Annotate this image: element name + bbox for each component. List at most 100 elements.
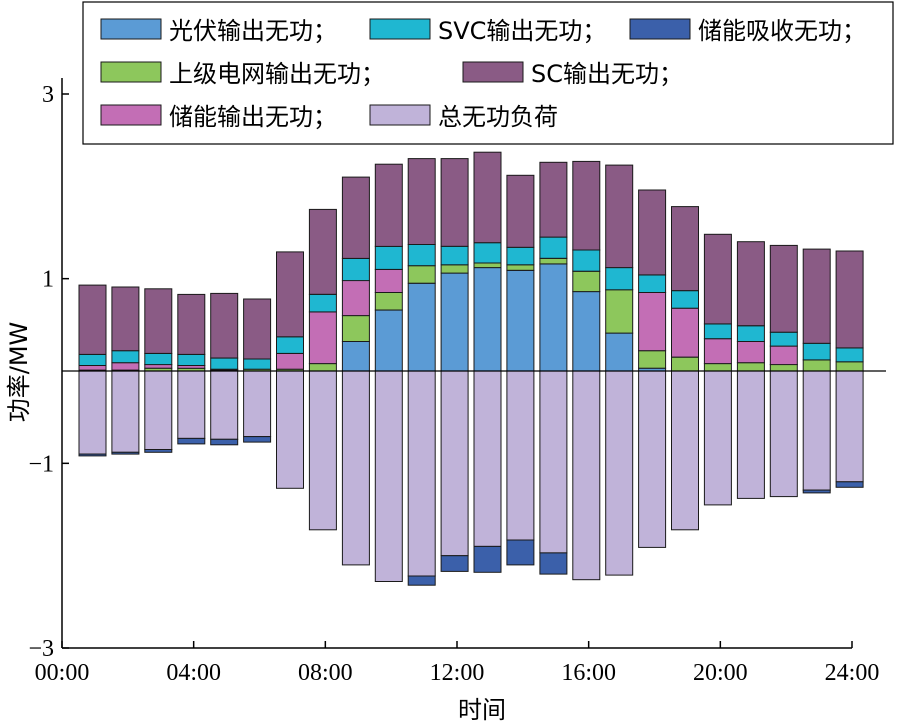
- bar-光伏输出无功-10: [374, 309, 403, 372]
- bar-SVC输出无功-18: [638, 274, 667, 293]
- bar-储能输出无功-7: [276, 353, 304, 370]
- bar-储能输出无功-19: [671, 307, 699, 358]
- x-tick-label: 04:00: [166, 660, 221, 686]
- bar-SVC输出无功-1: [78, 353, 107, 366]
- bar-SC输出无功-4: [177, 293, 206, 355]
- bar-SVC输出无功-10: [374, 245, 403, 270]
- x-tick-label: 16:00: [561, 660, 616, 686]
- legend-label-SC输出无功: SC输出无功；: [531, 60, 683, 88]
- x-tick-label: 12:00: [430, 660, 485, 686]
- bar-SC输出无功-14: [506, 174, 535, 248]
- y-tick-label: 3: [42, 82, 54, 108]
- legend-swatch-光伏输出无功: [100, 18, 162, 40]
- bar-储能吸收无功-5: [210, 438, 239, 446]
- bar-SC输出无功-1: [78, 284, 107, 355]
- legend-label-上级电网输出无功: 上级电网输出无功；: [169, 60, 385, 88]
- bar-SVC输出无功-7: [276, 336, 304, 354]
- bar-总无功负荷-13: [473, 370, 502, 547]
- bar-SC输出无功-10: [374, 163, 403, 247]
- bar-SC输出无功-16: [572, 160, 601, 251]
- bar-SC输出无功-22: [769, 244, 798, 333]
- bar-储能输出无功-22: [769, 345, 798, 366]
- bar-储能吸收无功-2: [111, 451, 140, 455]
- bar-总无功负荷-8: [308, 370, 337, 531]
- bar-SC输出无功-3: [144, 288, 173, 354]
- bar-总无功负荷-1: [78, 370, 107, 455]
- bar-SC输出无功-21: [736, 241, 765, 327]
- bar-总无功负荷-17: [605, 370, 634, 576]
- bar-储能吸收无功-1: [78, 453, 107, 457]
- bar-光伏输出无功-14: [506, 269, 535, 372]
- axes-layer: −3 −1 1 3 00:00 04:00 08:00 12:00 16:00 20:00 24:0…: [5, 78, 886, 724]
- y-tick-label: 1: [42, 267, 54, 293]
- bar-上级电网输出无功-19: [671, 356, 699, 372]
- bars-layer: [78, 151, 864, 586]
- legend-swatch-总无功负荷: [369, 104, 431, 126]
- bar-SC输出无功-2: [111, 286, 140, 352]
- bar-总无功负荷-2: [111, 370, 140, 453]
- bar-储能输出无功-8: [308, 311, 337, 365]
- legend-label-储能吸收无功: 储能吸收无功；: [698, 17, 866, 45]
- bar-SC输出无功-9: [341, 176, 370, 259]
- bar-SVC输出无功-22: [769, 331, 798, 347]
- bar-SVC输出无功-19: [671, 290, 699, 309]
- bar-SC输出无功-20: [703, 233, 732, 325]
- bar-总无功负荷-18: [638, 370, 667, 548]
- bar-储能吸收无功-6: [243, 436, 272, 443]
- x-tick-label: 24:00: [825, 660, 880, 686]
- bar-SVC输出无功-23: [802, 342, 831, 361]
- bar-总无功负荷-3: [144, 370, 173, 450]
- bar-上级电网输出无功-13: [473, 262, 502, 269]
- bar-SVC输出无功-13: [473, 242, 502, 264]
- x-tick-label: 20:00: [693, 660, 748, 686]
- legend-label-总无功负荷: 总无功负荷: [438, 103, 558, 131]
- bar-储能吸收无功-23: [802, 489, 831, 494]
- bar-上级电网输出无功-12: [440, 264, 469, 274]
- bar-总无功负荷-19: [671, 370, 699, 531]
- bar-上级电网输出无功-24: [835, 361, 864, 372]
- y-tick-label: −3: [28, 636, 54, 662]
- bar-储能输出无功-18: [638, 292, 667, 352]
- x-axis-title: 时间: [458, 696, 506, 724]
- bar-SVC输出无功-14: [506, 246, 535, 266]
- bar-SVC输出无功-24: [835, 347, 864, 363]
- bar-总无功负荷-23: [802, 370, 831, 491]
- x-tick-label: 00:00: [35, 660, 90, 686]
- bar-SC输出无功-24: [835, 250, 864, 349]
- bar-SVC输出无功-8: [308, 293, 337, 313]
- bar-SVC输出无功-12: [440, 245, 469, 266]
- bar-光伏输出无功-17: [605, 332, 634, 372]
- bar-SVC输出无功-2: [111, 350, 140, 364]
- bar-总无功负荷-22: [769, 370, 798, 498]
- bar-上级电网输出无功-21: [736, 362, 765, 372]
- legend-swatch-储能输出无功: [100, 104, 162, 126]
- bar-总无功负荷-12: [440, 370, 469, 557]
- bar-储能吸收无功-3: [144, 449, 173, 453]
- bar-上级电网输出无功-8: [308, 363, 337, 372]
- bar-SVC输出无功-15: [539, 236, 568, 259]
- bar-总无功负荷-5: [210, 370, 239, 440]
- bar-储能输出无功-1: [78, 365, 107, 371]
- bar-SC输出无功-7: [276, 251, 304, 338]
- legend-swatch-SC输出无功: [462, 61, 524, 83]
- bar-储能吸收无功-13: [473, 545, 502, 573]
- bar-SVC输出无功-3: [144, 353, 173, 366]
- bar-储能吸收无功-11: [407, 575, 436, 586]
- bar-光伏输出无功-16: [572, 291, 601, 372]
- bar-SC输出无功-5: [210, 292, 239, 359]
- bar-上级电网输出无功-10: [374, 292, 403, 311]
- bar-光伏输出无功-9: [341, 341, 370, 372]
- bar-上级电网输出无功-18: [638, 350, 667, 369]
- bar-储能输出无功-10: [374, 268, 403, 293]
- bar-SVC输出无功-16: [572, 249, 601, 272]
- bar-总无功负荷-24: [835, 370, 864, 483]
- bar-SVC输出无功-20: [703, 323, 732, 340]
- bar-上级电网输出无功-11: [407, 265, 436, 284]
- x-tick-label: 08:00: [298, 660, 353, 686]
- bar-储能吸收无功-15: [539, 552, 568, 575]
- bar-储能吸收无功-14: [506, 539, 535, 566]
- bar-SVC输出无功-21: [736, 325, 765, 342]
- bar-SVC输出无功-5: [210, 357, 239, 370]
- bar-储能输出无功-20: [703, 338, 732, 365]
